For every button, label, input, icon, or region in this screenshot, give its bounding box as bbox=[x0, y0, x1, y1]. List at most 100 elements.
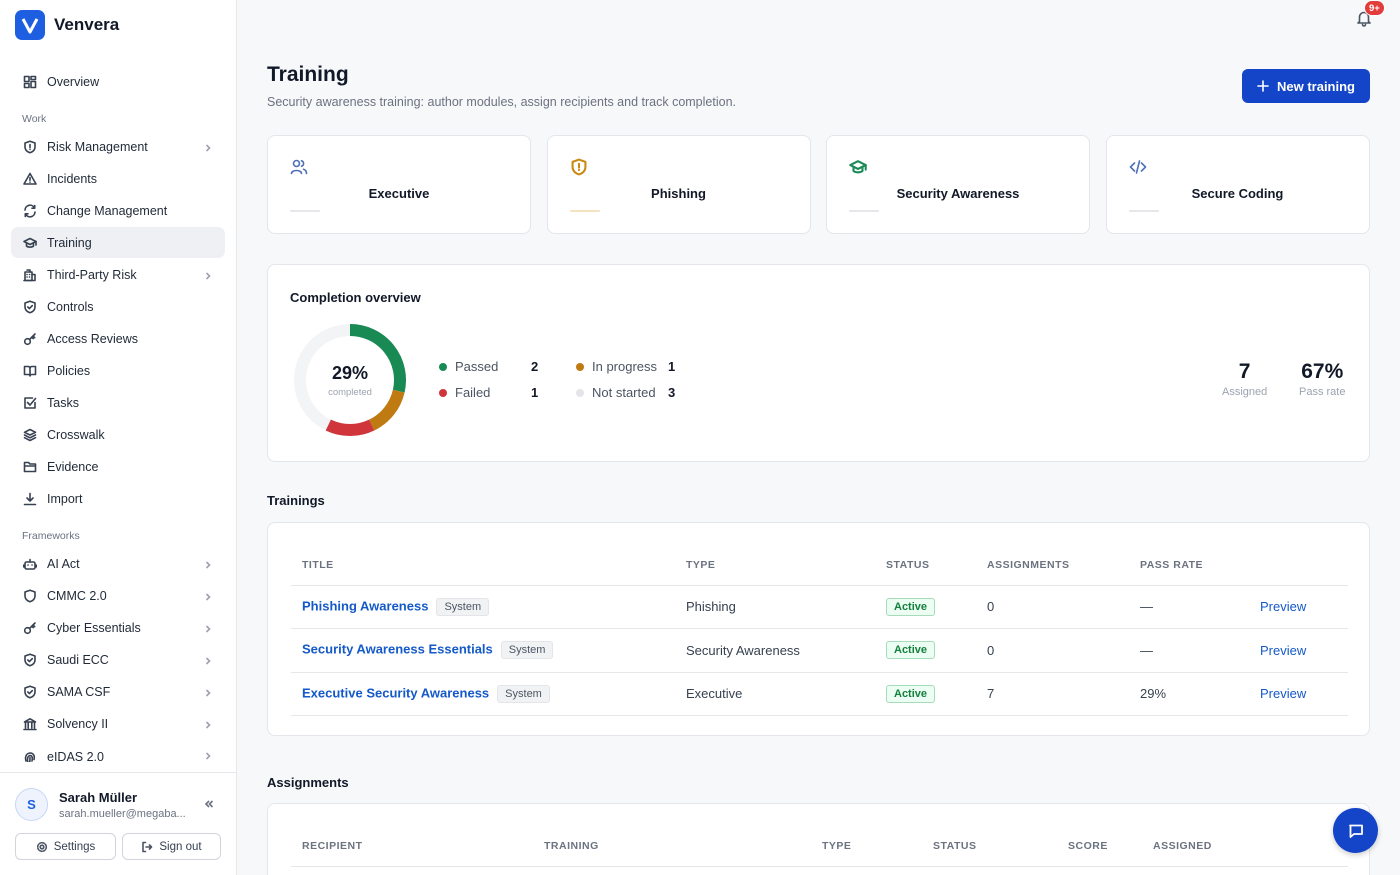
legend-not-started: Not started 3 bbox=[576, 385, 686, 400]
graduation-cap-icon bbox=[849, 158, 869, 178]
book-icon bbox=[23, 364, 37, 378]
col-type: TYPE bbox=[675, 545, 875, 586]
sidebar-item-label: Controls bbox=[47, 299, 94, 314]
sidebar-item-third-party-risk[interactable]: Third-Party Risk bbox=[11, 259, 225, 290]
chevron-right-icon bbox=[203, 750, 213, 760]
col-status: STATUS bbox=[922, 826, 1057, 867]
legend-passed: Passed 2 bbox=[439, 359, 549, 374]
sidebar-item-tasks[interactable]: Tasks bbox=[11, 387, 225, 418]
preview-link[interactable]: Preview bbox=[1260, 599, 1307, 615]
nav-section-frameworks: Frameworks bbox=[22, 530, 80, 542]
sidebar-item-import[interactable]: Import bbox=[11, 483, 225, 514]
sidebar-item-label: Incidents bbox=[47, 171, 98, 186]
sidebar-item-policies[interactable]: Policies bbox=[11, 355, 225, 386]
category-card-security-awareness[interactable]: Security Awareness bbox=[826, 135, 1090, 234]
new-training-button[interactable]: New training bbox=[1242, 69, 1370, 103]
sidebar-item-label: Overview bbox=[47, 74, 100, 89]
sidebar-item-cyber-essentials[interactable]: Cyber Essentials bbox=[11, 612, 225, 643]
users-icon bbox=[290, 158, 310, 178]
category-card-phishing[interactable]: Phishing bbox=[546, 135, 811, 234]
category-card-executive[interactable]: Executive bbox=[267, 135, 531, 234]
sidebar-item-crosswalk[interactable]: Crosswalk bbox=[11, 419, 225, 450]
sidebar-item-label: Risk Management bbox=[47, 139, 148, 154]
legend-value: 3 bbox=[668, 385, 676, 400]
legend-label: Failed bbox=[455, 385, 491, 400]
sidebar-nav: Overview Work Risk Management Incidents Chan… bbox=[11, 66, 225, 763]
training-title-link[interactable]: Security Awareness Essentials bbox=[302, 641, 493, 657]
chevron-right-icon bbox=[203, 623, 213, 633]
system-badge: System bbox=[436, 597, 490, 616]
chat-icon bbox=[1348, 824, 1363, 838]
sidebar-item-label: Cyber Essentials bbox=[47, 620, 141, 635]
col-training: TRAINING bbox=[533, 826, 811, 867]
cell-type: Phishing bbox=[675, 585, 875, 629]
page-title: Training bbox=[267, 63, 349, 86]
training-title-link[interactable]: Phishing Awareness bbox=[302, 598, 429, 614]
settings-button[interactable]: Settings bbox=[15, 833, 116, 860]
cell-actions: Preview bbox=[1249, 585, 1348, 629]
gear-icon bbox=[36, 841, 47, 852]
sidebar-item-controls[interactable]: Controls bbox=[11, 291, 225, 322]
sidebar-item-solvency-ii[interactable]: Solvency II bbox=[11, 708, 225, 739]
category-name: Executive bbox=[368, 186, 430, 201]
donut-segment-in-progress bbox=[368, 389, 405, 431]
cell-assignments: 0 bbox=[976, 628, 1129, 673]
table-row[interactable]: Phishing Awareness System Phishing Active 0—… bbox=[291, 585, 1348, 629]
cell-assignments: 7 bbox=[976, 672, 1129, 716]
user-panel: S Sarah Müller sarah.mueller@megaba... S… bbox=[0, 772, 236, 875]
status-badge: Active bbox=[886, 597, 936, 616]
warning-icon bbox=[23, 172, 37, 186]
sidebar-item-cmmc-2-0[interactable]: CMMC 2.0 bbox=[11, 580, 225, 611]
collapse-sidebar-icon[interactable] bbox=[203, 797, 217, 811]
table-row[interactable]: Executive Security Awareness System Execut… bbox=[291, 672, 1348, 716]
assigned-label: Assigned bbox=[1222, 386, 1268, 398]
sidebar-item-eidas-2-0[interactable]: eIDAS 2.0 bbox=[11, 740, 225, 762]
sidebar-item-training[interactable]: Training bbox=[11, 227, 225, 258]
table-row[interactable]: Security Awareness Essentials System Secur… bbox=[291, 628, 1348, 673]
shield-alert-icon bbox=[570, 158, 590, 178]
checkbox-icon bbox=[23, 396, 37, 410]
fingerprint-icon bbox=[23, 750, 37, 762]
brand[interactable]: Venvera bbox=[15, 10, 119, 40]
training-title-link[interactable]: Executive Security Awareness bbox=[302, 685, 490, 701]
avatar[interactable]: S bbox=[15, 788, 48, 821]
donut-segment-passed bbox=[349, 324, 406, 393]
preview-link[interactable]: Preview bbox=[1260, 686, 1307, 702]
category-progress-bar bbox=[1128, 210, 1159, 212]
legend-dot bbox=[576, 362, 584, 371]
settings-label: Settings bbox=[53, 840, 96, 853]
cell-title: Executive Security Awareness System bbox=[291, 672, 675, 716]
sidebar-item-label: Solvency II bbox=[47, 716, 109, 731]
shield-check-icon bbox=[23, 299, 37, 314]
assignments-panel: RECIPIENT TRAINING TYPE STATUS SCORE ASS… bbox=[267, 803, 1370, 875]
sidebar-item-access-reviews[interactable]: Access Reviews bbox=[11, 323, 225, 354]
legend-label: Not started bbox=[592, 385, 656, 400]
chevron-right-icon bbox=[203, 591, 213, 601]
cell-status: Active bbox=[875, 585, 976, 629]
assignments-header-row: RECIPIENT TRAINING TYPE STATUS SCORE ASS… bbox=[291, 826, 1348, 867]
sidebar-item-sama-csf[interactable]: SAMA CSF bbox=[11, 676, 225, 707]
sidebar-item-ai-act[interactable]: AI Act bbox=[11, 548, 225, 579]
sidebar-item-label: CMMC 2.0 bbox=[47, 588, 107, 603]
sidebar-item-label: Import bbox=[47, 491, 83, 506]
sidebar-item-evidence[interactable]: Evidence bbox=[11, 451, 225, 482]
sidebar-item-change-management[interactable]: Change Management bbox=[11, 195, 225, 226]
sidebar-item-risk-management[interactable]: Risk Management bbox=[11, 131, 225, 162]
cell-status: Active bbox=[875, 672, 976, 716]
sidebar-item-label: SAMA CSF bbox=[47, 684, 111, 699]
sidebar-item-saudi-ecc[interactable]: Saudi ECC bbox=[11, 644, 225, 675]
sidebar-item-incidents[interactable]: Incidents bbox=[11, 163, 225, 194]
pass-rate-label: Pass rate bbox=[1299, 386, 1346, 398]
preview-link[interactable]: Preview bbox=[1260, 642, 1307, 658]
chevron-right-icon bbox=[203, 719, 213, 729]
bank-icon bbox=[23, 717, 37, 731]
cell-actions: Preview bbox=[1249, 672, 1348, 716]
venvera-logo-icon bbox=[15, 10, 45, 40]
chat-button[interactable] bbox=[1333, 808, 1378, 853]
cell-assignments: 0 bbox=[976, 585, 1129, 629]
legend-label: In progress bbox=[592, 359, 658, 374]
category-card-secure-coding[interactable]: Secure Coding bbox=[1105, 135, 1370, 234]
sidebar-item-overview[interactable]: Overview bbox=[11, 66, 225, 97]
completion-percent-label: completed bbox=[328, 386, 372, 398]
sign-out-button[interactable]: Sign out bbox=[122, 833, 221, 860]
